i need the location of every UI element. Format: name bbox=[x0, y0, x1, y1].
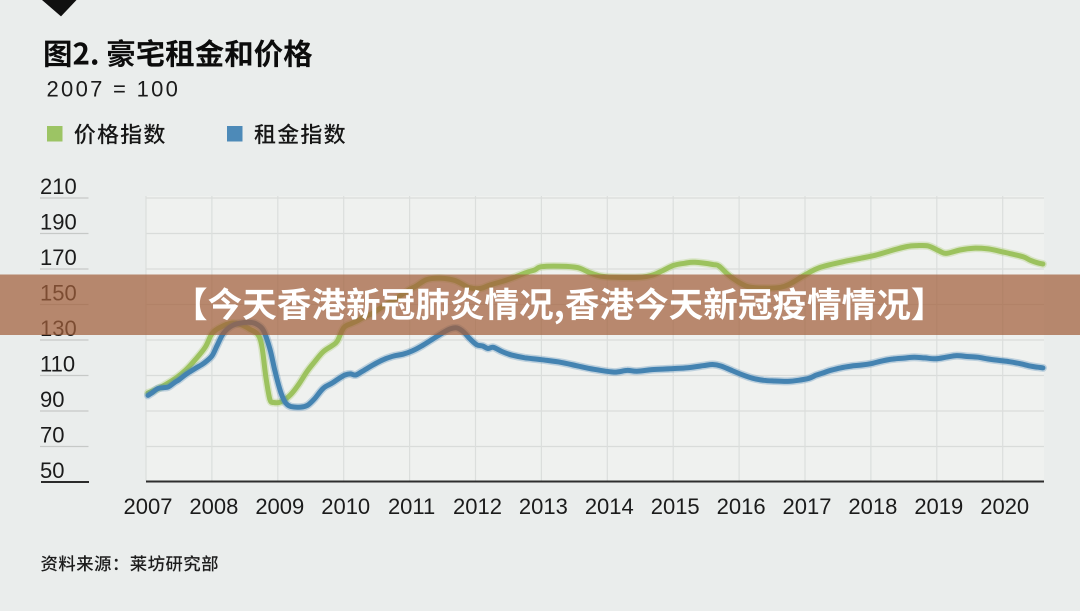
svg-text:2018: 2018 bbox=[848, 494, 897, 519]
svg-text:2020: 2020 bbox=[980, 494, 1029, 519]
svg-text:2007: 2007 bbox=[124, 494, 173, 519]
svg-text:2017: 2017 bbox=[783, 494, 832, 519]
svg-text:2015: 2015 bbox=[651, 494, 700, 519]
svg-text:2012: 2012 bbox=[453, 494, 502, 519]
svg-text:110: 110 bbox=[40, 352, 75, 377]
svg-text:210: 210 bbox=[40, 174, 77, 199]
svg-text:2014: 2014 bbox=[585, 494, 634, 519]
svg-text:2010: 2010 bbox=[321, 494, 370, 519]
svg-text:50: 50 bbox=[40, 458, 64, 483]
svg-text:2007 = 100: 2007 = 100 bbox=[47, 77, 181, 102]
svg-text:2019: 2019 bbox=[914, 494, 963, 519]
svg-text:90: 90 bbox=[40, 387, 64, 412]
svg-text:170: 170 bbox=[40, 245, 77, 270]
svg-text:190: 190 bbox=[40, 210, 77, 235]
svg-text:2011: 2011 bbox=[388, 494, 435, 519]
svg-text:2016: 2016 bbox=[717, 494, 766, 519]
svg-text:2008: 2008 bbox=[189, 494, 238, 519]
svg-text:2009: 2009 bbox=[255, 494, 304, 519]
svg-text:70: 70 bbox=[40, 423, 64, 448]
svg-text:2013: 2013 bbox=[519, 494, 568, 519]
